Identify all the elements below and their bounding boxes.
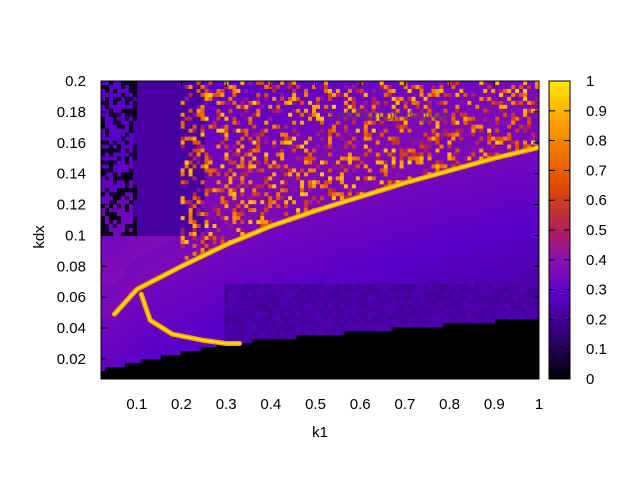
- colorbar-tick-label: 0.7: [586, 162, 607, 179]
- y-axis-ticks: 0.02 0.04 0.06 0.08 0.1 0.12 0.14 0.16 0.18 0.2: [57, 73, 539, 368]
- x-axis-label: k1: [312, 424, 328, 441]
- colorbar-tick-label: 0.9: [586, 103, 607, 120]
- x-tick-label: 0.9: [484, 396, 505, 413]
- y-tick-label: 0.18: [57, 104, 86, 121]
- colorbar-tick-label: 0.2: [586, 311, 607, 328]
- x-tick-label: 0.1: [126, 396, 147, 413]
- x-tick-label: 1: [535, 396, 543, 413]
- y-tick-label: 0.16: [57, 135, 86, 152]
- colorbar-tick-label: 0.3: [586, 282, 607, 299]
- colorbar-ticks: 0 0.1 0.2 0.3 0.4 0.5 0.6 0.7 0.8 0.9 1: [549, 73, 607, 388]
- x-tick-label: 0.2: [171, 396, 192, 413]
- plot-frame: [100, 80, 540, 380]
- y-tick-label: 0.04: [57, 320, 86, 337]
- colorbar-tick-label: 1: [586, 73, 594, 90]
- x-tick-label: 0.7: [394, 396, 415, 413]
- x-tick-label: 0.6: [350, 396, 371, 413]
- colorbar-tick-label: 0.5: [586, 222, 607, 239]
- x-tick-label: 0.4: [260, 396, 281, 413]
- heatmap-cells: [101, 81, 539, 379]
- x-tick-label: 0.3: [216, 396, 237, 413]
- chart-title: Satisfaction degree: [328, 107, 448, 123]
- upper-ridge: [113, 146, 539, 316]
- y-tick-label: 0.14: [57, 166, 86, 183]
- x-tick-label: 0.5: [305, 396, 326, 413]
- lower-ridge: [140, 293, 241, 345]
- ridge-lines: [111, 144, 539, 346]
- colorbar-tick-label: 0.1: [586, 341, 607, 358]
- x-tick-label: 0.8: [439, 396, 460, 413]
- y-tick-label: 0.1: [65, 227, 86, 244]
- x-axis-ticks: 0.1 0.2 0.3 0.4 0.5 0.6 0.7 0.8 0.9 1: [126, 81, 543, 413]
- y-tick-label: 0.08: [57, 258, 86, 275]
- colorbar-tick-label: 0.6: [586, 192, 607, 209]
- y-axis-label: kdx: [31, 225, 48, 249]
- y-tick-label: 0.06: [57, 289, 86, 306]
- y-tick-label: 0.02: [57, 351, 86, 368]
- y-tick-label: 0.12: [57, 197, 86, 214]
- y-tick-label: 0.2: [65, 73, 86, 90]
- colorbar-tick-label: 0.4: [586, 252, 607, 269]
- colorbar-tick-label: 0: [586, 371, 594, 388]
- colorbar-tick-label: 0.8: [586, 133, 607, 150]
